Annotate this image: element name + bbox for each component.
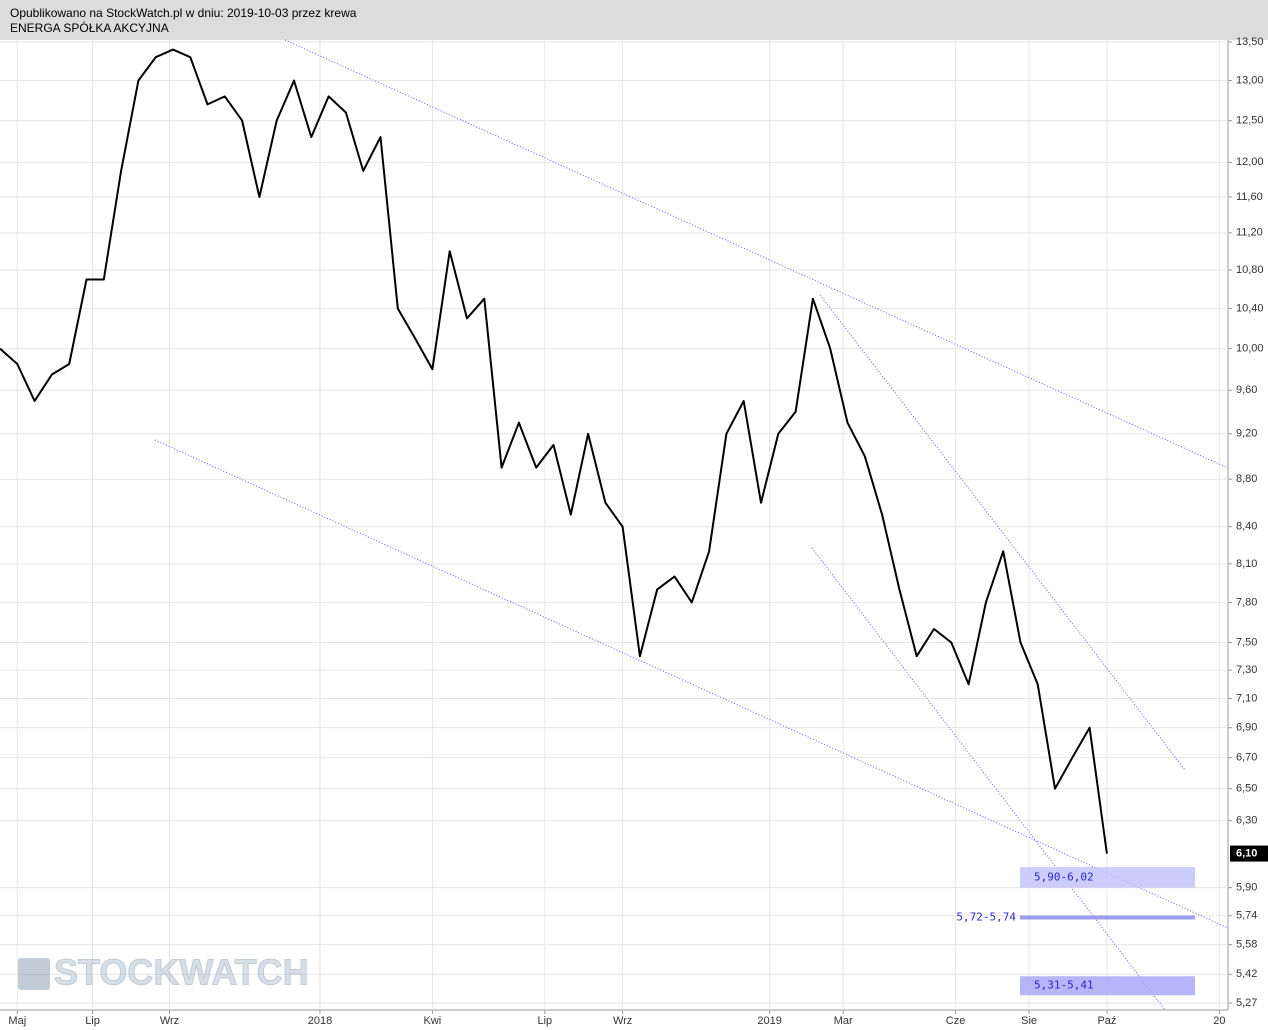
y-tick-label: 10,80 (1236, 264, 1264, 276)
plot-area (0, 40, 1228, 1010)
y-tick-label: 7,50 (1236, 636, 1257, 648)
trend-lines (154, 39, 1229, 1011)
x-tick-label: Cze (946, 1015, 966, 1027)
support-zone (1020, 867, 1195, 888)
y-tick-label: 7,30 (1236, 664, 1257, 676)
trend-line (154, 439, 1229, 929)
header-bar (0, 0, 1268, 40)
y-tick-label: 12,00 (1236, 156, 1264, 168)
y-tick-label: 7,10 (1236, 692, 1257, 704)
y-tick-label: 9,60 (1236, 384, 1257, 396)
x-tick-label: 2019 (757, 1015, 781, 1027)
y-tick-label: 6,50 (1236, 783, 1257, 795)
support-zone (1020, 915, 1195, 920)
watermark-text: STOCKWATCH (54, 952, 309, 993)
watermark-icon (18, 958, 50, 990)
y-tick-label: 13,00 (1236, 74, 1264, 86)
trend-line (284, 39, 1229, 469)
x-tick-label: 20 (1213, 1015, 1225, 1027)
y-tick-label: 11,60 (1236, 191, 1263, 203)
y-tick-label: 12,50 (1236, 115, 1264, 127)
header-subtitle: ENERGA SPÓŁKA AKCYJNA (10, 20, 169, 35)
support-zone (1020, 976, 1195, 996)
y-tick-label: 9,20 (1236, 428, 1257, 440)
price-line (0, 48, 1108, 854)
x-tick-label: Wrz (160, 1015, 179, 1027)
support-zone-label: 5,90-6,02 (1034, 870, 1094, 883)
x-tick-label: Maj (8, 1015, 26, 1027)
x-tick-label: Kwi (424, 1015, 442, 1027)
x-tick-label: Wrz (613, 1015, 632, 1027)
support-zone-label: 5,72-5,74 (956, 911, 1016, 924)
watermark: STOCKWATCH (18, 951, 309, 993)
y-tick-label: 13,50 (1236, 36, 1264, 48)
last-price-label: 6,10 (1236, 847, 1257, 859)
x-tick-label: Mar (834, 1015, 853, 1027)
y-tick-label: 5,74 (1236, 910, 1257, 922)
y-tick-label: 5,27 (1236, 997, 1257, 1009)
y-tick-label: 6,30 (1236, 815, 1257, 827)
last-price-box (1230, 845, 1268, 862)
trend-line (811, 547, 1166, 1011)
y-tick-label: 8,10 (1236, 558, 1257, 570)
y-tick-label: 6,70 (1236, 752, 1257, 764)
y-tick-label: 6,90 (1236, 722, 1257, 734)
y-tick-label: 5,90 (1236, 882, 1257, 894)
header-title: Opublikowano na StockWatch.pl w dniu: 20… (10, 6, 357, 20)
y-tick-label: 5,42 (1236, 968, 1257, 980)
y-tick-label: 7,80 (1236, 596, 1257, 608)
x-tick-label: Paź (1097, 1015, 1116, 1027)
y-tick-label: 8,80 (1236, 473, 1257, 485)
support-zone-label: 5,31-5,41 (1034, 979, 1094, 992)
y-tick-label: 8,40 (1236, 521, 1257, 533)
x-tick-label: 2018 (308, 1015, 332, 1027)
y-tick-label: 10,00 (1236, 343, 1264, 355)
trend-line (819, 294, 1186, 771)
y-tick-label: 5,58 (1236, 939, 1257, 951)
x-tick-label: Lip (85, 1015, 100, 1027)
y-tick-label: 11,20 (1236, 227, 1263, 239)
x-tick-label: Lip (537, 1015, 552, 1027)
x-tick-label: Sie (1021, 1015, 1037, 1027)
y-tick-label: 10,40 (1236, 302, 1264, 314)
